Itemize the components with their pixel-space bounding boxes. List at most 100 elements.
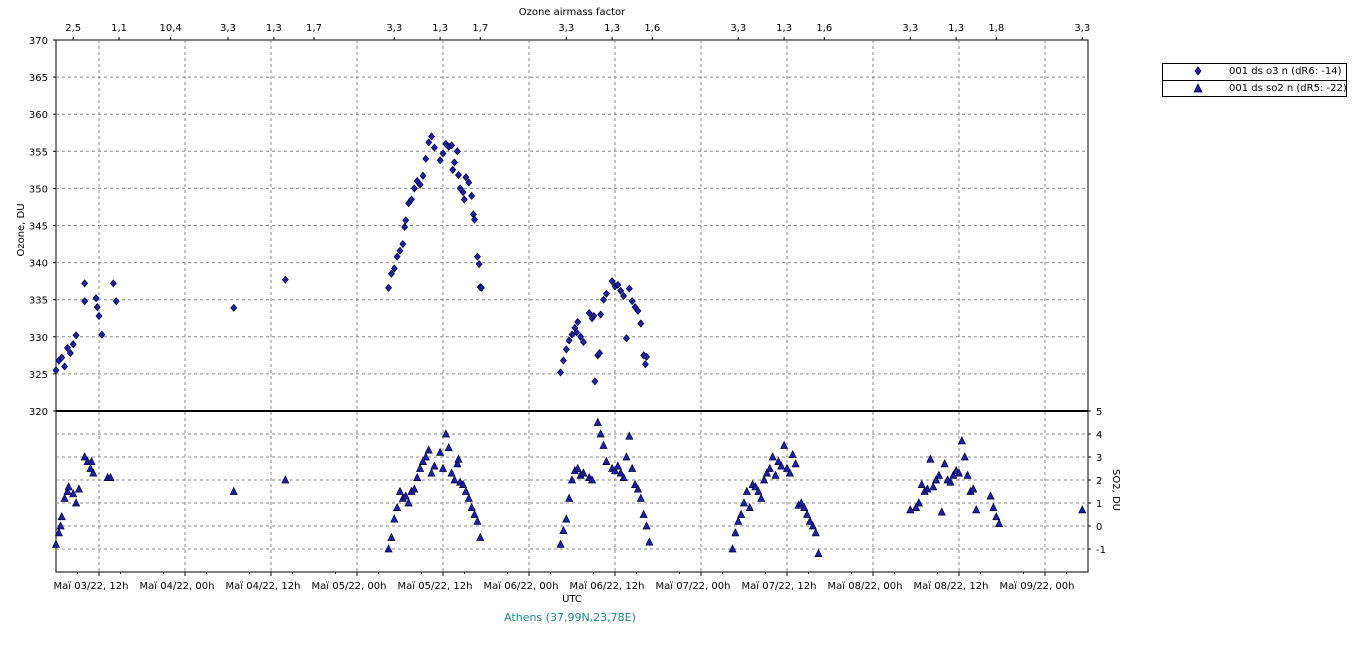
o3-point <box>393 252 401 261</box>
o3-point <box>600 295 607 304</box>
x-tick-label: Maï 04/22, 12h <box>226 581 301 592</box>
so2-point <box>765 463 774 472</box>
o3-point <box>52 366 60 375</box>
so2-point <box>777 461 786 470</box>
o3-point <box>628 297 636 306</box>
o3-point <box>230 303 238 312</box>
so2-point <box>430 461 439 470</box>
o3-point <box>475 260 483 269</box>
chart-title: Ozone airmass factor <box>519 7 626 18</box>
top-tick-label: 3,3 <box>220 23 236 34</box>
top-tick-label: 3,3 <box>386 23 402 34</box>
so2-point <box>80 452 89 461</box>
o3-point <box>465 178 473 187</box>
top-tick-label: 1,8 <box>988 23 1004 34</box>
so2-point <box>393 502 402 511</box>
top-tick-label: 1,6 <box>816 23 832 34</box>
o3-point <box>468 191 476 200</box>
o3-point <box>471 215 478 224</box>
ozone-tick-label: 345 <box>29 222 48 233</box>
so2-point <box>51 539 61 548</box>
so2-point <box>281 475 290 484</box>
so2-point <box>923 484 932 493</box>
o3-point <box>557 368 564 377</box>
so2-point <box>459 479 468 488</box>
x-tick-label: Maï 08/22, 00h <box>828 581 903 592</box>
o3-point <box>462 173 470 182</box>
ozone-tick-label: 325 <box>29 370 48 381</box>
o3-point <box>591 377 599 386</box>
top-tick-label: 1,3 <box>266 23 282 34</box>
top-tick-label: 2,5 <box>65 23 81 34</box>
ozone-tick-label: 320 <box>29 407 48 418</box>
x-tick-label: Maï 06/22, 00h <box>484 581 559 592</box>
o3-point <box>602 289 610 298</box>
so2-tick-label: 4 <box>1096 430 1102 441</box>
o3-point <box>401 222 409 232</box>
so2-point <box>1078 505 1087 514</box>
so2-point <box>387 532 396 541</box>
so2-point <box>728 544 737 553</box>
so2-point <box>467 502 476 511</box>
so2-point <box>63 486 72 495</box>
x-tick-label: Maï 03/22, 12h <box>54 581 129 592</box>
top-tick-label: 3,3 <box>730 23 746 34</box>
o3-point <box>477 283 485 292</box>
o3-point <box>643 352 650 361</box>
top-tick-label: 1,6 <box>644 23 660 34</box>
o3-point <box>422 154 430 163</box>
so2-point <box>940 459 949 468</box>
diamond-marker-icon <box>1194 66 1202 76</box>
so2-point <box>562 514 571 523</box>
so2-point <box>60 493 69 502</box>
so2-point <box>74 484 83 493</box>
so2-point <box>395 486 405 495</box>
so2-point <box>599 440 608 449</box>
ozone-tick-label: 365 <box>29 73 48 84</box>
so2-point <box>911 502 921 511</box>
so2-point <box>803 509 812 518</box>
so2-point <box>418 456 427 465</box>
so2-point <box>771 470 780 479</box>
so2-point <box>760 475 769 484</box>
so2-point <box>737 509 746 518</box>
so2-point <box>917 479 926 488</box>
o3-point <box>451 158 458 167</box>
o3-point <box>577 332 585 341</box>
so2-point <box>438 463 448 472</box>
so2-point <box>444 443 453 452</box>
legend-label-so2: 001 ds so2 n (dR5: -22) <box>1229 83 1347 94</box>
x-tick-label: Maï 06/22, 12h <box>570 581 645 592</box>
top-tick-label: 1,7 <box>306 23 322 34</box>
o3-point <box>459 188 467 197</box>
y-axis-label: Ozone, DU <box>16 203 27 256</box>
x-axis-label: UTC <box>562 594 582 605</box>
x-tick-label: Maï 07/22, 12h <box>742 581 817 592</box>
ozone-tick-label: 350 <box>29 184 48 195</box>
so2-point <box>734 516 743 525</box>
so2-point <box>762 468 771 477</box>
so2-point <box>989 502 998 511</box>
o3-point <box>390 264 398 273</box>
legend-item-so2: 001 ds so2 n (dR5: -22) <box>1163 80 1347 96</box>
ozone-tick-label: 370 <box>29 36 48 47</box>
so2-point <box>639 509 648 518</box>
so2-point <box>450 475 459 484</box>
grid-lines <box>56 40 1088 572</box>
o3-point <box>617 286 625 295</box>
x-tick-label: Maï 07/22, 00h <box>656 581 731 592</box>
o3-point <box>625 284 633 293</box>
o3-point <box>416 180 424 189</box>
top-tick-label: 3,3 <box>1074 23 1090 34</box>
so2-point <box>613 461 622 470</box>
top-tick-label: 3,3 <box>902 23 918 34</box>
so2-point <box>454 454 463 463</box>
ozone-tick-label: 340 <box>29 259 48 270</box>
so2-point <box>628 463 637 472</box>
legend-label-o3: 001 ds o3 n (dR6: -14) <box>1229 66 1342 77</box>
so2-point <box>960 452 969 461</box>
o3-point <box>72 331 80 340</box>
so2-point <box>636 493 645 502</box>
so2-point <box>86 463 95 472</box>
